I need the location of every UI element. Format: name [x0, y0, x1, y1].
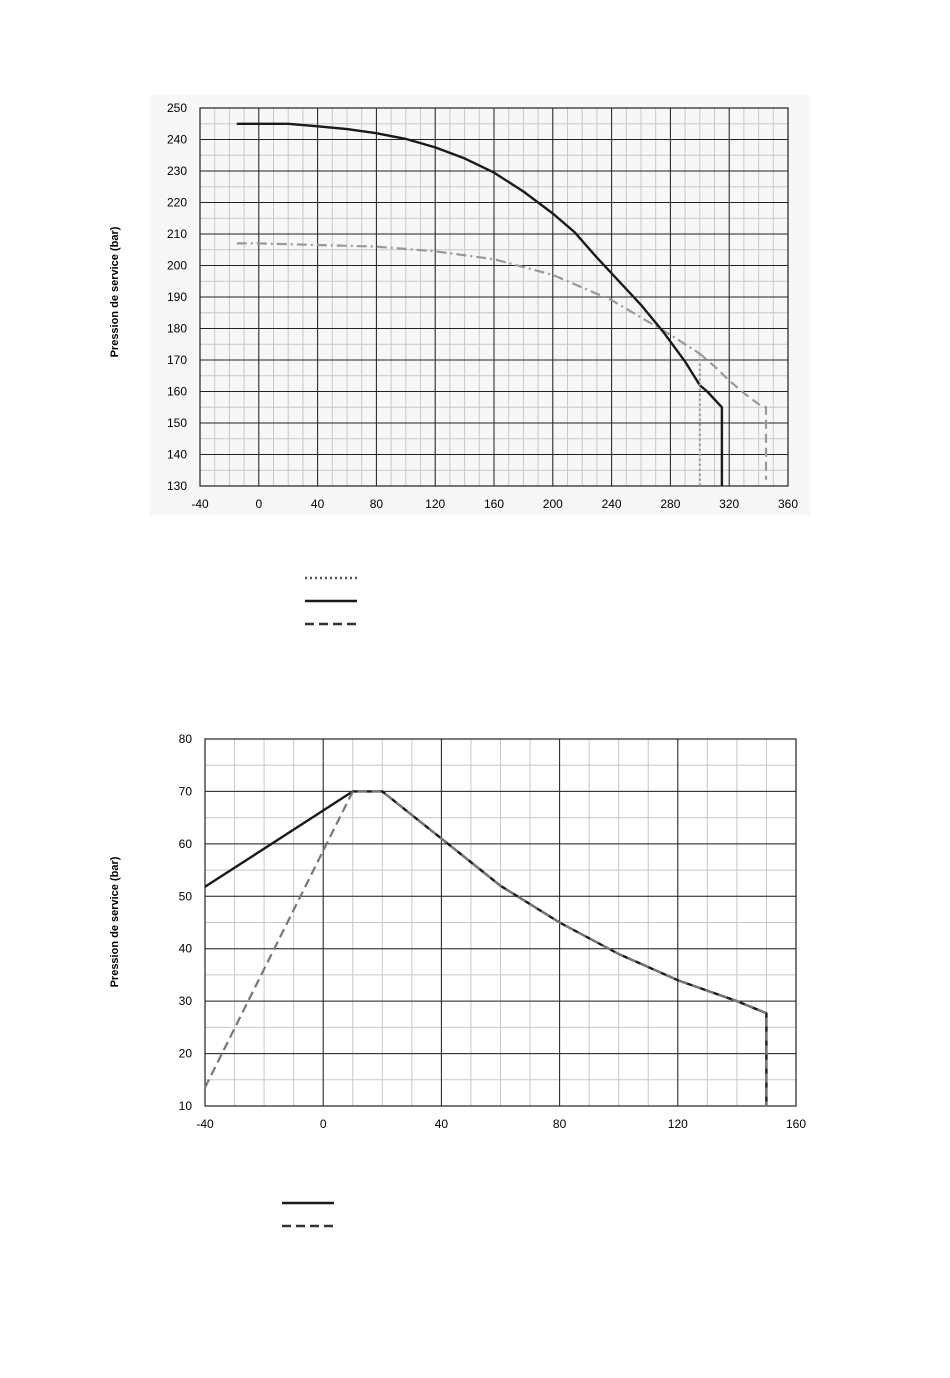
y-tick-label: 50: [179, 889, 193, 903]
x-tick-label: -40: [196, 1117, 214, 1131]
x-tick-label: 160: [786, 1117, 806, 1131]
y-tick-label: 150: [167, 416, 187, 430]
plot-frame: [199, 107, 789, 487]
y-tick-label: 220: [167, 196, 187, 210]
legend: [305, 576, 357, 626]
y-tick-label: 250: [167, 101, 187, 115]
series-lines: [236, 122, 768, 486]
x-tick-label: -40: [191, 497, 209, 511]
series-line-2-dashed: [204, 790, 768, 1106]
y-tick-label: 130: [167, 479, 187, 493]
chart-temperature-pressure-top: 130140150160170180190200210220230240250 …: [109, 95, 810, 626]
y-tick-label: 210: [167, 227, 187, 241]
y-tick-label: 80: [179, 732, 193, 746]
x-tick-label: 40: [435, 1117, 449, 1131]
x-tick-label: 320: [719, 497, 739, 511]
series-lines: [204, 790, 768, 1106]
axis-frame: [204, 738, 797, 1107]
series-line-2-solid: [236, 122, 724, 486]
x-tick-label: 280: [660, 497, 680, 511]
y-tick-label: 190: [167, 290, 187, 304]
x-tick-label: 40: [311, 497, 325, 511]
legend: [282, 1201, 334, 1228]
series-line-4-dashed: [699, 352, 768, 480]
y-axis-label: Pression de service (bar): [109, 226, 121, 357]
x-tick-label: 160: [484, 497, 504, 511]
y-tick-label: 240: [167, 133, 187, 147]
y-axis-label: Pression de service (bar): [109, 856, 121, 987]
y-tick-label: 30: [179, 994, 193, 1008]
x-tick-label: 0: [320, 1117, 327, 1131]
x-tick-labels: -40 0 40 80 120 160: [196, 1117, 806, 1131]
y-tick-label: 60: [179, 837, 193, 851]
y-tick-label: 230: [167, 164, 187, 178]
y-tick-labels: 130 140 150 160 170 180 190 200 210 220 230 240 250: [167, 101, 187, 493]
x-tick-label: 0: [255, 497, 262, 511]
x-tick-label: 80: [370, 497, 384, 511]
x-tick-labels: -40 0 40 80 120 160 200 240 280 320 360: [191, 497, 798, 511]
y-tick-label: 200: [167, 259, 187, 273]
minor-gridlines: [204, 738, 797, 1107]
x-tick-label: 80: [553, 1117, 567, 1131]
plot-area-background: [150, 95, 810, 515]
y-tick-labels: 10 20 30 40 50 60 70 80: [179, 732, 193, 1113]
y-tick-label: 20: [179, 1047, 193, 1061]
plot-frame: [204, 738, 797, 1107]
y-tick-label: 160: [167, 385, 187, 399]
y-tick-label: 10: [179, 1099, 193, 1113]
x-tick-label: 360: [778, 497, 798, 511]
y-tick-label: 70: [179, 784, 193, 798]
y-tick-label: 180: [167, 322, 187, 336]
axis-frame: [199, 107, 789, 487]
x-tick-label: 240: [602, 497, 622, 511]
x-tick-label: 120: [668, 1117, 688, 1131]
chart-temperature-pressure-bottom: 10 20 30 40 50 60 70 80 -40 0 40 80 120 160 Pression…: [109, 732, 806, 1228]
y-tick-label: 170: [167, 353, 187, 367]
x-tick-label: 120: [425, 497, 445, 511]
x-tick-label: 200: [543, 497, 563, 511]
y-tick-label: 40: [179, 942, 193, 956]
series-line-1-dash-dot: [236, 242, 701, 355]
y-tick-label: 140: [167, 448, 187, 462]
